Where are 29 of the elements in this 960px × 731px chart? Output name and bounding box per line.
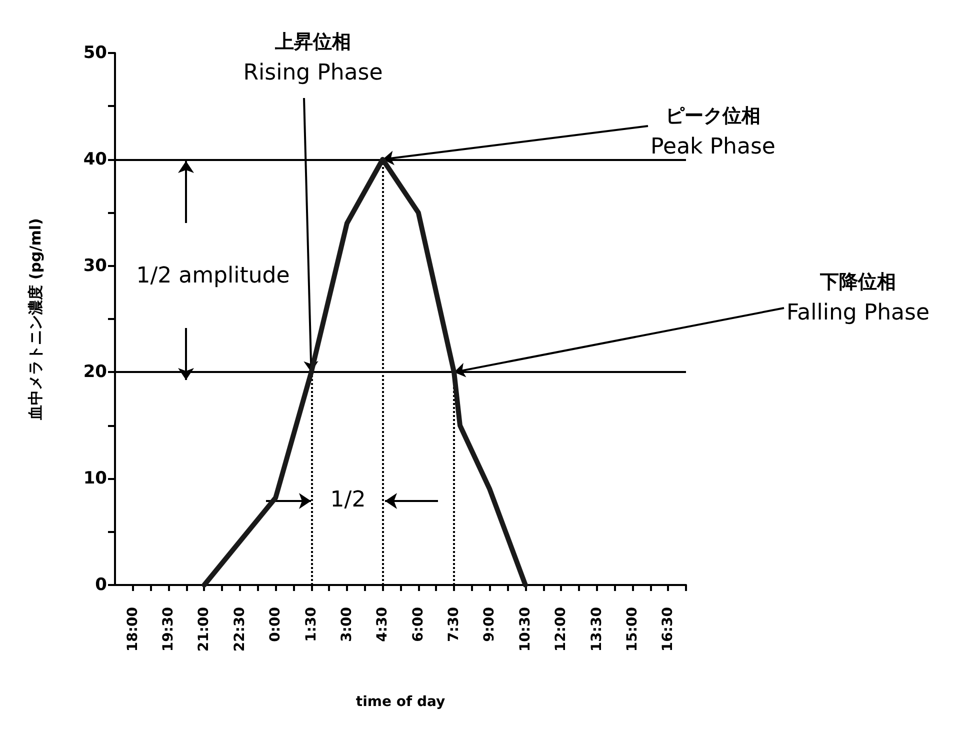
y-tick-label: 30 [83, 256, 108, 276]
y-tick-label: 10 [83, 468, 108, 489]
x-tick-label: 12:00 [553, 606, 570, 652]
x-tick-label: 19:30 [160, 606, 177, 652]
annotation: 下降位相 Falling Phase [786, 271, 930, 326]
x-tick-label: 21:00 [196, 606, 212, 652]
x-tick-label: 6:00 [410, 606, 426, 642]
annotation: 上昇位相 Rising Phase [243, 31, 383, 86]
y-tick-label: 0 [95, 575, 108, 595]
y-tick-label: 20 [83, 362, 108, 382]
x-tick-label: 16:30 [660, 606, 676, 652]
x-tick-label: 7:30 [446, 606, 462, 642]
y-axis-title: 血中メラトニン濃度 (pg/ml) [26, 218, 44, 421]
x-axis-title: time of day [356, 694, 446, 710]
x-tick-label: 15:00 [624, 606, 640, 652]
y-tick-label: 50 [83, 43, 108, 63]
annotation: 1/2 amplitude [136, 264, 290, 288]
x-tick-label: 22:30 [232, 606, 248, 652]
x-tick-label: 3:00 [338, 606, 355, 642]
x-tick-label: 0:00 [268, 606, 284, 642]
x-tick-label: 9:00 [482, 606, 498, 642]
y-tick-label: 40 [83, 149, 108, 170]
x-tick-label: 18:00 [124, 606, 141, 652]
x-tick-label: 10:30 [517, 606, 534, 652]
annotation: 1/2 [330, 488, 366, 512]
x-tick-label: 13:30 [588, 606, 605, 652]
annotation: ピーク位相 Peak Phase [650, 105, 776, 160]
x-tick-label: 1:30 [303, 606, 320, 642]
x-tick-label: 4:30 [374, 606, 391, 642]
